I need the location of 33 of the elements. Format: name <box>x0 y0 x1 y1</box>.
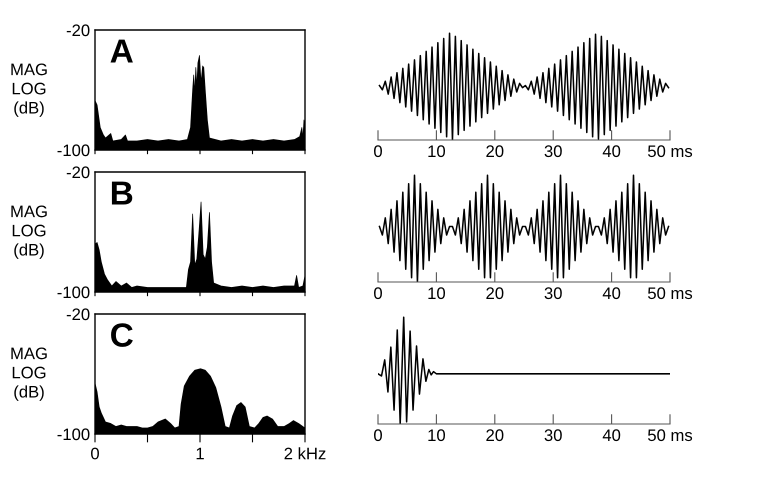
x-tick-label: 50 ms <box>648 145 692 158</box>
x-tick-label: 40 <box>602 429 620 442</box>
x-tick-label: 10 <box>428 429 446 442</box>
x-tick-label: 0 <box>374 145 382 158</box>
x-tick-label: 50 ms <box>648 429 692 442</box>
x-tick-label: 0 <box>374 287 382 300</box>
annotation: C <box>111 323 133 347</box>
x-tick-label: 30 <box>544 145 562 158</box>
x-tick-label: 10 <box>428 145 446 158</box>
annotation: B <box>112 182 132 205</box>
x-tick-label: 20 <box>486 287 504 300</box>
x-tick-label: 30 <box>544 287 562 300</box>
y-tick-label: -100 <box>58 286 90 298</box>
y-tick-label: -20 <box>66 166 90 178</box>
x-tick-label: 0 <box>91 448 99 460</box>
y-tick-label: -20 <box>66 24 90 36</box>
x-tick-label: 20 <box>486 429 504 442</box>
y-axis-title: MAG LOG (dB) <box>11 206 47 259</box>
x-tick-label: 50 ms <box>648 287 692 300</box>
y-axis-title: MAG LOG (dB) <box>11 348 47 401</box>
x-tick-label: 1 <box>196 448 204 460</box>
x-tick-label: 10 <box>428 287 446 300</box>
x-tick-label: 20 <box>486 145 504 158</box>
x-tick-label: 0 <box>374 429 382 442</box>
x-tick-label: 40 <box>602 145 620 158</box>
y-tick-label: -100 <box>58 144 90 156</box>
x-tick-label: 40 <box>602 287 620 300</box>
annotation: A <box>110 40 133 63</box>
y-axis-title: MAG LOG (dB) <box>11 64 47 117</box>
y-tick-label: -20 <box>66 308 90 320</box>
x-tick-label: 2 kHz <box>284 447 326 460</box>
x-tick-label: 30 <box>544 429 562 442</box>
y-tick-label: -100 <box>58 428 90 440</box>
